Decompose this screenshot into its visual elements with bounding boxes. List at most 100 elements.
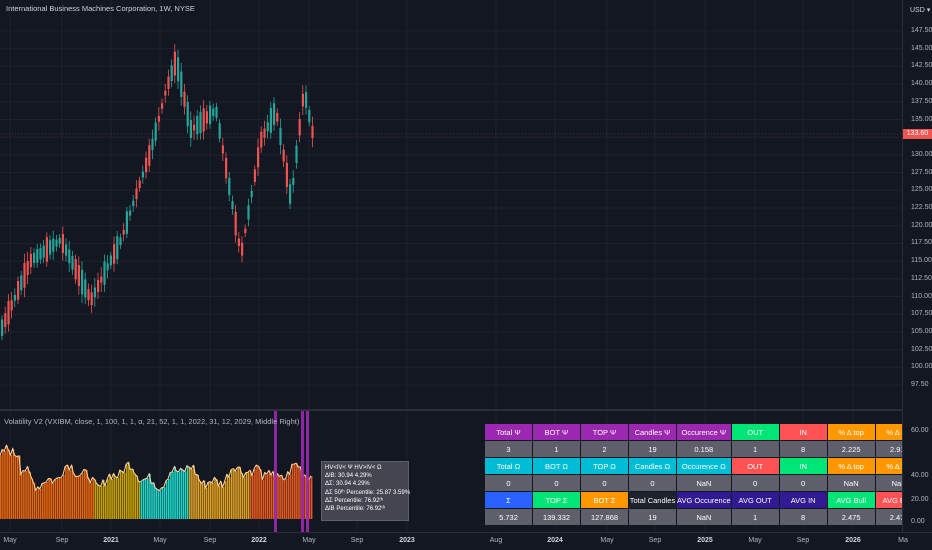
price-label: 147.50 [911, 27, 932, 34]
volatility-bar [224, 481, 227, 519]
volatility-bar [0, 455, 2, 519]
highlight-bar-3 [306, 411, 309, 532]
candle-body [145, 157, 148, 173]
price-label: 120.00 [911, 221, 932, 229]
stats-table-cell: NaN [677, 475, 731, 491]
candle-body [39, 248, 42, 260]
time-label: 2022 [251, 537, 267, 544]
stats-label-box: HV<IV< Ψ HV>IV< Ω ΔIB: 30.94 4.29% ΔΣ: 30.… [321, 461, 411, 521]
volatility-bar [168, 479, 170, 519]
volatility-bar [50, 478, 52, 519]
price-label: 105.00 [911, 327, 932, 335]
volatility-bar [71, 465, 73, 519]
stats-table-cell: AVG Bull [827, 492, 875, 508]
volatility-bar [264, 472, 267, 519]
stats-table-cell: NaN [677, 509, 731, 525]
candle-body [36, 248, 39, 263]
candle-body [247, 205, 250, 220]
currency-label[interactable]: USD ▾ [910, 6, 930, 14]
volatility-bar [291, 464, 294, 519]
stats-table-cell: 0.158 [677, 441, 731, 457]
volatility-bar [277, 473, 279, 519]
candle-body [141, 171, 144, 178]
stats-table-cell: 0 [779, 475, 827, 491]
candle-body [164, 90, 167, 96]
pane-divider[interactable] [0, 409, 932, 411]
volatility-bar [186, 465, 189, 519]
stats-table: Total Ψ BOT Ψ TOP Ψ Candles Ψ Occurence Ψ OUT… [484, 423, 924, 526]
volatility-bar [37, 486, 40, 519]
candle-body [285, 162, 288, 187]
stats-table-cell: BOT Ω [533, 458, 580, 474]
candle-body [199, 111, 202, 134]
price-label: 112.50 [911, 274, 932, 282]
candle-body [301, 93, 304, 107]
time-label: Sep [796, 537, 810, 544]
time-axis[interactable]: May Sep 2021 May Sep 2022 May Sep 2023 Aug 2024 May… [0, 532, 932, 550]
price-axis[interactable]: 147.50145.00142.50140.00137.50135.00132.… [902, 0, 932, 532]
candle-body [151, 138, 154, 151]
candle-body [218, 123, 221, 139]
volatility-bar [123, 472, 126, 519]
volatility-bar [260, 469, 262, 519]
stats-line: ΔIB: 30.94 4.29% [325, 473, 372, 480]
candle-body [298, 119, 301, 136]
volatility-bar [107, 479, 109, 519]
volatility-bar [6, 445, 8, 519]
candle-body [276, 112, 279, 122]
stats-table-cell: % Δ top [827, 424, 875, 440]
candle-body [58, 237, 61, 244]
time-label: Sep [55, 537, 69, 544]
candle-body [10, 300, 13, 311]
volatility-bar [193, 465, 195, 519]
volatility-bar [60, 477, 63, 519]
stats-table-cell: OUT [731, 458, 779, 474]
volatility-bar [113, 473, 115, 519]
stats-line: ΔΣ: 30.94 4.29% [325, 481, 370, 488]
volatility-bar [153, 482, 155, 519]
volatility-bar [84, 469, 86, 519]
stats-table-row: Total Ψ BOT Ψ TOP Ψ Candles Ψ Occurence Ψ OUT… [485, 424, 923, 440]
volatility-bar [77, 476, 80, 519]
price-label: 140.00 [911, 80, 932, 88]
candle-body [180, 71, 183, 97]
volatility-bar [243, 477, 246, 519]
stats-line: ΔΣ 50ᵗʰ Percentile: 25.87 3.59% [325, 489, 411, 496]
volatility-bar [81, 472, 84, 519]
volatility-bar [90, 482, 92, 519]
candle-body [119, 237, 122, 246]
volatility-bar [172, 471, 174, 519]
highlight-bar-2 [301, 411, 304, 532]
candle-body [170, 65, 173, 82]
stats-table-cell: 19 [629, 509, 676, 525]
price-label: 110.00 [911, 292, 932, 300]
price-chart-pane[interactable] [0, 0, 902, 409]
stats-table-cell: 3 [485, 441, 532, 457]
stats-table-row: 3 1 2 19 0.158 1 8 2.225 2.911 [485, 441, 923, 457]
volatility-bar [8, 449, 10, 519]
volatility-bar [79, 475, 82, 519]
candle-body [84, 279, 87, 298]
price-label: 107.50 [911, 310, 932, 318]
stats-table-cell: TOP Σ [533, 492, 580, 508]
stats-table-cell: Candles Ψ [629, 424, 676, 440]
time-label: May [600, 537, 614, 544]
volatility-bar [205, 487, 208, 519]
volatility-bar [18, 455, 21, 519]
indicator-title[interactable]: Volatility V2 (VXIBM, close, 1, 100, 1, … [4, 417, 300, 426]
candle-body [308, 109, 311, 123]
stats-table-cell: 5.732 [485, 509, 532, 525]
volatility-bar [140, 481, 143, 519]
volatility-bar [249, 470, 252, 519]
stats-table-cell: Occurence Ω [677, 458, 731, 474]
candle-body [282, 149, 285, 162]
stats-table-cell: IN [779, 424, 827, 440]
stats-table-cell: 8 [779, 441, 827, 457]
stats-table-cell: 0 [629, 475, 676, 491]
volatility-bar [12, 448, 15, 519]
time-label: Sep [203, 537, 217, 544]
volatility-bar [281, 475, 283, 519]
candle-body [295, 145, 298, 164]
candle-body [231, 201, 234, 210]
volatility-bar [159, 490, 162, 519]
